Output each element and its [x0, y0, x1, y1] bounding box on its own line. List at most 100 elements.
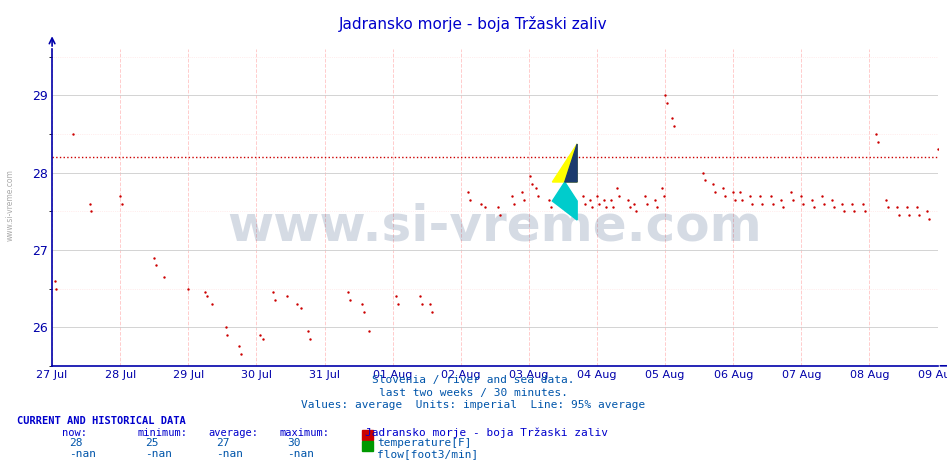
- Point: [921, 215, 937, 223]
- Point: [555, 192, 570, 199]
- Text: Jadransko morje - boja Tržaski zaliv: Jadransko morje - boja Tržaski zaliv: [339, 16, 608, 32]
- Point: [816, 200, 831, 207]
- Text: 25: 25: [145, 438, 158, 448]
- Point: [900, 204, 915, 211]
- Point: [806, 204, 821, 211]
- Point: [834, 200, 849, 207]
- Point: [795, 200, 811, 207]
- Point: [198, 288, 213, 296]
- Text: Slovenia / river and sea data.: Slovenia / river and sea data.: [372, 375, 575, 385]
- Point: [147, 254, 162, 261]
- Point: [902, 212, 917, 219]
- Point: [599, 204, 614, 211]
- Point: [516, 196, 531, 203]
- Point: [589, 192, 604, 199]
- Point: [870, 138, 885, 145]
- Text: www.si-vreme.com: www.si-vreme.com: [6, 169, 15, 241]
- Point: [47, 277, 63, 285]
- Point: [388, 293, 403, 300]
- Point: [157, 273, 172, 281]
- Point: [639, 200, 654, 207]
- Text: -nan: -nan: [287, 449, 314, 459]
- Text: www.si-vreme.com: www.si-vreme.com: [227, 202, 762, 250]
- Point: [889, 204, 904, 211]
- Point: [665, 115, 680, 122]
- Polygon shape: [564, 144, 577, 182]
- Point: [825, 196, 840, 203]
- Point: [354, 300, 369, 308]
- Point: [114, 200, 129, 207]
- Point: [294, 304, 309, 312]
- Point: [343, 296, 358, 304]
- Text: -nan: -nan: [145, 449, 172, 459]
- Text: last two weeks / 30 minutes.: last two weeks / 30 minutes.: [379, 388, 568, 397]
- Point: [909, 204, 924, 211]
- Point: [528, 185, 544, 192]
- Point: [578, 200, 593, 207]
- Point: [361, 327, 376, 335]
- Point: [620, 196, 635, 203]
- Text: -nan: -nan: [69, 449, 97, 459]
- Point: [794, 192, 809, 199]
- Point: [477, 204, 492, 211]
- Point: [474, 200, 489, 207]
- Point: [920, 207, 935, 215]
- Point: [424, 308, 439, 315]
- Point: [610, 185, 625, 192]
- Point: [742, 192, 758, 199]
- Point: [706, 180, 721, 188]
- Point: [597, 196, 612, 203]
- Point: [715, 185, 730, 192]
- Point: [390, 300, 405, 308]
- Point: [718, 192, 733, 199]
- Text: CURRENT AND HISTORICAL DATA: CURRENT AND HISTORICAL DATA: [17, 416, 186, 425]
- Point: [181, 285, 196, 292]
- Point: [755, 200, 770, 207]
- Point: [654, 185, 670, 192]
- Point: [525, 180, 540, 188]
- Point: [199, 293, 214, 300]
- Point: [268, 296, 283, 304]
- Point: [504, 192, 519, 199]
- Point: [857, 207, 872, 215]
- Point: [657, 92, 672, 99]
- Point: [542, 196, 557, 203]
- Point: [565, 196, 581, 203]
- Point: [881, 204, 896, 211]
- Point: [218, 323, 233, 331]
- Point: [695, 169, 710, 176]
- Text: Jadransko morje - boja Tržaski zaliv: Jadransko morje - boja Tržaski zaliv: [365, 428, 608, 439]
- Text: now:: now:: [62, 428, 86, 438]
- Point: [356, 308, 371, 315]
- Point: [855, 200, 870, 207]
- Point: [341, 288, 356, 296]
- Point: [650, 204, 665, 211]
- Point: [827, 204, 842, 211]
- Point: [753, 192, 768, 199]
- Point: [82, 200, 98, 207]
- Point: [234, 350, 249, 358]
- Point: [847, 207, 862, 215]
- Point: [774, 196, 789, 203]
- Point: [523, 173, 538, 180]
- Point: [891, 212, 906, 219]
- Point: [868, 130, 884, 137]
- Point: [725, 188, 741, 196]
- Point: [622, 204, 637, 211]
- Text: maximum:: maximum:: [279, 428, 330, 438]
- Text: flow[foot3/min]: flow[foot3/min]: [377, 449, 478, 459]
- Point: [302, 335, 317, 343]
- Point: [735, 196, 750, 203]
- Point: [648, 196, 663, 203]
- Point: [460, 188, 475, 196]
- Point: [744, 200, 759, 207]
- Point: [530, 192, 545, 199]
- Point: [612, 192, 627, 199]
- Point: [786, 196, 801, 203]
- Point: [462, 196, 477, 203]
- Point: [584, 204, 599, 211]
- Text: 28: 28: [69, 438, 82, 448]
- Point: [763, 192, 778, 199]
- Point: [656, 192, 671, 199]
- Point: [507, 200, 522, 207]
